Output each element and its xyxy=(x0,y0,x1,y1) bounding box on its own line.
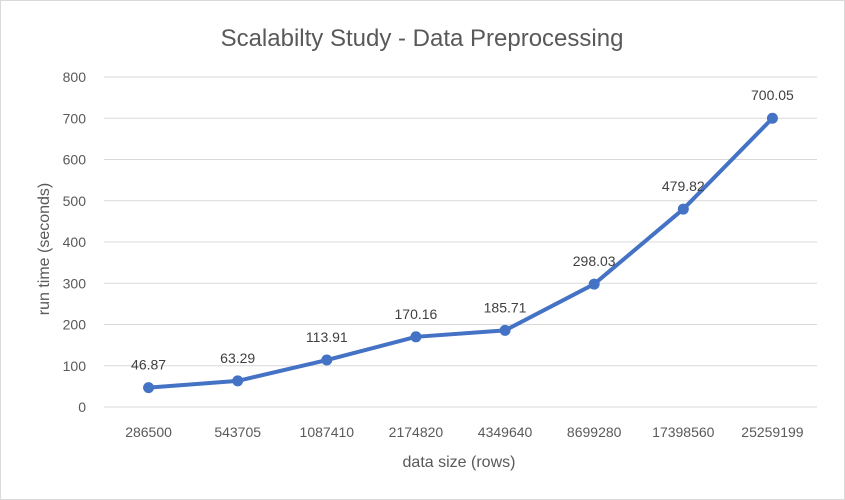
data-label: 46.87 xyxy=(131,357,166,373)
data-label: 479.82 xyxy=(662,178,705,194)
chart-title: Scalabilty Study - Data Preprocessing xyxy=(221,25,624,52)
y-tick-label: 400 xyxy=(63,234,87,250)
x-tick-label: 286500 xyxy=(125,424,172,440)
data-point[interactable] xyxy=(677,203,689,215)
y-tick-label: 600 xyxy=(63,152,87,168)
series-run-time xyxy=(143,112,778,394)
data-label: 298.03 xyxy=(573,253,616,269)
data-labels: 46.87 63.29 113.91 170.16 185.71 298.03 479.82… xyxy=(131,87,794,372)
x-tick-label: 4349640 xyxy=(478,424,533,440)
y-axis-title: run time (seconds) xyxy=(36,183,53,316)
gridlines xyxy=(104,76,817,408)
x-tick-label: 2174820 xyxy=(389,424,444,440)
y-tick-label: 0 xyxy=(78,399,86,415)
y-tick-label: 300 xyxy=(63,275,87,291)
x-axis-title: data size (rows) xyxy=(403,454,516,471)
x-tick-label: 1087410 xyxy=(300,424,355,440)
data-point[interactable] xyxy=(232,375,244,387)
x-tick-label: 543705 xyxy=(214,424,261,440)
y-tick-label: 100 xyxy=(63,358,87,374)
y-tick-label: 800 xyxy=(63,69,87,85)
y-tick-label: 500 xyxy=(63,193,87,209)
y-tick-label: 700 xyxy=(63,110,87,126)
data-point[interactable] xyxy=(588,278,600,290)
y-axis-tick-labels: 0 100 200 300 400 500 600 700 800 xyxy=(63,69,87,415)
x-axis-tick-labels: 286500 543705 1087410 2174820 4349640 8699280… xyxy=(125,424,804,440)
data-label: 170.16 xyxy=(395,306,438,322)
data-label: 113.91 xyxy=(306,329,348,345)
data-point[interactable] xyxy=(321,354,333,366)
data-label: 700.05 xyxy=(751,87,794,103)
data-label: 185.71 xyxy=(484,299,527,315)
data-label: 63.29 xyxy=(220,350,255,366)
y-tick-label: 200 xyxy=(63,317,87,333)
x-tick-label: 17398560 xyxy=(652,424,715,440)
data-point[interactable] xyxy=(499,324,511,336)
x-tick-label: 25259199 xyxy=(741,424,804,440)
data-point[interactable] xyxy=(410,331,422,343)
series-line xyxy=(146,116,775,390)
x-tick-label: 8699280 xyxy=(567,424,622,440)
data-point[interactable] xyxy=(143,382,155,394)
data-point[interactable] xyxy=(766,112,778,124)
